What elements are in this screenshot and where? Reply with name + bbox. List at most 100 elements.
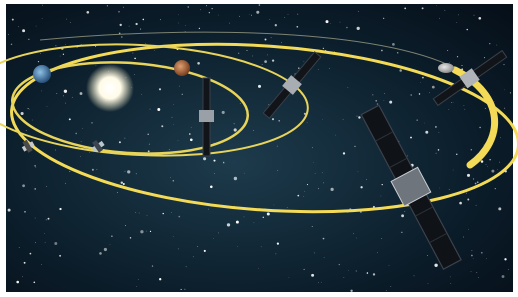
star xyxy=(246,50,247,51)
star xyxy=(407,155,408,156)
star xyxy=(35,218,36,219)
star xyxy=(161,125,163,127)
sun xyxy=(86,64,134,112)
star xyxy=(35,167,36,168)
star xyxy=(296,26,298,28)
star xyxy=(259,4,261,6)
star xyxy=(258,268,259,269)
star xyxy=(46,220,47,221)
star xyxy=(471,255,473,257)
star xyxy=(234,177,237,180)
star xyxy=(315,173,316,174)
star xyxy=(140,29,141,30)
star xyxy=(40,53,41,54)
star xyxy=(318,188,319,189)
star xyxy=(135,212,136,213)
star xyxy=(269,19,270,20)
star xyxy=(140,230,143,233)
star xyxy=(203,157,206,160)
star xyxy=(171,212,172,213)
star xyxy=(125,171,126,172)
star xyxy=(26,130,27,131)
star xyxy=(218,15,219,16)
star xyxy=(350,290,352,292)
star xyxy=(152,265,153,266)
star xyxy=(249,14,250,15)
star xyxy=(458,15,459,16)
star xyxy=(54,242,57,245)
star xyxy=(381,238,382,239)
star xyxy=(414,275,415,276)
star xyxy=(97,169,98,170)
star xyxy=(253,130,254,131)
star xyxy=(438,149,440,151)
star xyxy=(125,138,126,139)
star xyxy=(189,133,191,135)
star xyxy=(136,286,137,287)
star xyxy=(450,283,451,284)
page: (() => { JSON.parse(document.getElementB… xyxy=(0,0,518,297)
star xyxy=(267,55,268,56)
star xyxy=(237,246,238,247)
star xyxy=(21,112,24,115)
star xyxy=(193,257,194,258)
star xyxy=(499,162,500,163)
star xyxy=(496,45,497,46)
star xyxy=(288,14,289,15)
star xyxy=(476,205,477,206)
star xyxy=(487,166,488,167)
star xyxy=(297,195,299,197)
star xyxy=(504,64,505,65)
star xyxy=(404,211,405,212)
star xyxy=(435,126,437,128)
star xyxy=(410,137,412,139)
star xyxy=(404,8,406,10)
star xyxy=(34,165,36,167)
star xyxy=(323,238,325,240)
star xyxy=(287,207,288,208)
star xyxy=(238,53,239,54)
star xyxy=(210,186,213,189)
star xyxy=(92,169,94,171)
star xyxy=(170,177,171,178)
star xyxy=(263,217,264,218)
star xyxy=(472,250,473,251)
star xyxy=(498,207,501,210)
star xyxy=(312,147,313,148)
star xyxy=(449,109,450,110)
star xyxy=(389,265,390,266)
star xyxy=(265,39,267,41)
star xyxy=(96,65,97,66)
star xyxy=(478,277,479,278)
star xyxy=(504,108,505,109)
star xyxy=(473,179,474,180)
star xyxy=(311,274,314,277)
star xyxy=(284,17,285,18)
star xyxy=(386,290,387,291)
star xyxy=(134,74,135,75)
star xyxy=(485,108,486,109)
star xyxy=(209,12,210,13)
star xyxy=(481,160,484,163)
star xyxy=(224,163,225,164)
star xyxy=(313,162,314,163)
star xyxy=(185,31,186,32)
star xyxy=(80,156,81,157)
star xyxy=(510,92,511,93)
star xyxy=(456,22,457,23)
star xyxy=(173,124,174,125)
star xyxy=(356,238,357,239)
star xyxy=(16,281,19,284)
star xyxy=(304,269,305,270)
star xyxy=(119,141,121,143)
star xyxy=(367,272,369,274)
star xyxy=(360,186,362,188)
star xyxy=(262,64,263,65)
star xyxy=(199,28,200,29)
star xyxy=(186,266,187,267)
star xyxy=(449,62,450,63)
star xyxy=(264,60,267,63)
star xyxy=(298,67,299,68)
star xyxy=(148,150,150,152)
star xyxy=(65,44,66,45)
